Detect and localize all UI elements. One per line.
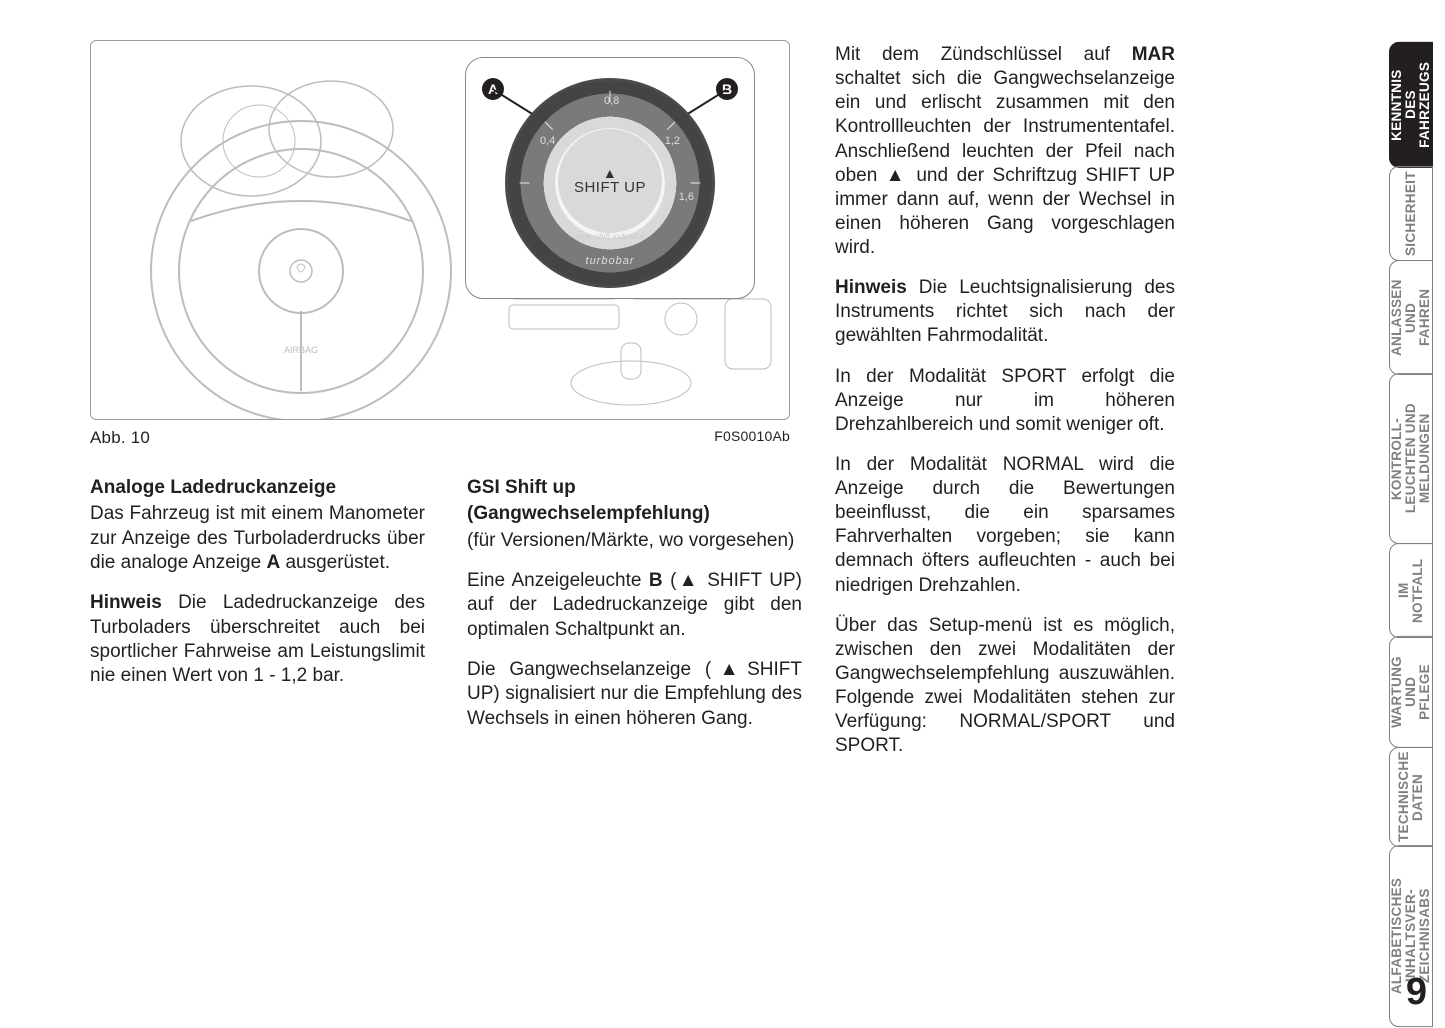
dashboard-illustration: AIRBAG [131,71,481,420]
col3-p4: In der Modalität NORMAL wird die Anzeige… [835,453,1175,598]
gauge-scale-08: 0,8 [604,95,619,107]
callout-b: B [716,78,738,100]
col3-p1-b: MAR [1132,44,1175,65]
col2-p1-b: B [649,570,663,591]
col3-p1: Mit dem Zündschlüssel auf MAR schaltet s… [835,43,1175,260]
col2-p1-a: Eine Anzeigeleuchte [467,570,649,591]
col1-p2-a: Hinweis [90,592,162,613]
col3-p2-a: Hinweis [835,277,907,298]
tab-im-notfall[interactable]: IM NOTFALL [1389,543,1433,638]
turbobar-gauge: 0,4 0,8 1,2 1,6 ▲ SHIFT UP gear shift in… [505,78,715,288]
col2-p2: Die Gangwechselanzeige (▲SHIFT UP) signa… [467,658,802,731]
gauge-scale-12: 1,2 [665,135,680,147]
tab-anlassen-und-fahren[interactable]: ANLASSEN UND FAHREN [1389,260,1433,375]
tab-wartung-und-pflege[interactable]: WARTUNG UND PFLEGE [1389,636,1433,748]
figure-code: F0S0010Ab [714,428,790,448]
col1-p1: Das Fahrzeug ist mit einem Manometer zur… [90,502,425,575]
tab-technische-daten[interactable]: TECHNISCHE DATEN [1389,747,1433,847]
col2-heading-1: GSI Shift up [467,476,802,500]
col3-p5: Über das Setup-menü ist es möglich, zwis… [835,614,1175,759]
column-2: GSI Shift up (Gangwechselempfehlung) (fü… [467,476,802,747]
col1-p1-b: A [266,552,280,573]
col2-sub: (für Versionen/Märkte, wo vorgesehen) [467,529,802,553]
gauge-band-turbobar: turbobar [586,255,635,267]
gauge-inset: A B 0,4 0,8 [465,57,755,299]
figure-10: AIRBAG A B [90,40,790,420]
page-number: 9 [1406,971,1427,1014]
col3-p2: Hinweis Die Leuchtsignalisierung des Ins… [835,276,1175,348]
col3-p1-a: Mit dem Zündschlüssel auf [835,44,1132,65]
col2-p1: Eine Anzeigeleuchte B (▲ SHIFT UP) auf d… [467,569,802,642]
col1-p1-c: ausgerüstet. [280,552,390,573]
col3-p1-c: schaltet sich die Gangwechselanzeige ein… [835,68,1175,258]
page: AIRBAG A B [0,0,1445,1026]
figure-caption: Abb. 10 F0S0010Ab [90,428,790,448]
col1-p2: Hinweis Die Ladedruckanzeige des Turbola… [90,591,425,688]
col2-heading-2: (Gangwechselempfehlung) [467,502,802,526]
column-3: Mit dem Zündschlüssel auf MAR schaltet s… [835,43,1175,774]
gauge-center: ▲ SHIFT UP [558,129,662,233]
tab-sicherheit[interactable]: SICHERHEIT [1389,166,1433,261]
gauge-scale-16: 1,6 [679,191,694,203]
content-area: AIRBAG A B [0,0,1389,1026]
gauge-band-gsi: gear shift indicator [575,231,644,241]
side-tabs: KENNTNIS DES FAHRZEUGS SICHERHEIT ANLASS… [1389,0,1445,1026]
col1-heading: Analoge Ladedruckanzeige [90,476,425,500]
gauge-scale-04: 0,4 [540,135,555,147]
tab-kenntnis-des-fahrzeugs[interactable]: KENNTNIS DES FAHRZEUGS [1389,42,1433,168]
col3-p3: In der Modalität SPORT erfolgt die Anzei… [835,365,1175,437]
svg-text:AIRBAG: AIRBAG [284,345,318,355]
column-1: Analoge Ladedruckanzeige Das Fahrzeug is… [90,476,425,747]
figure-label: Abb. 10 [90,428,150,448]
tab-kontrollleuchten[interactable]: KONTROLL-LEUCHTEN UND MELDUNGEN [1389,373,1433,544]
gauge-shift-up-text: SHIFT UP [574,179,646,196]
